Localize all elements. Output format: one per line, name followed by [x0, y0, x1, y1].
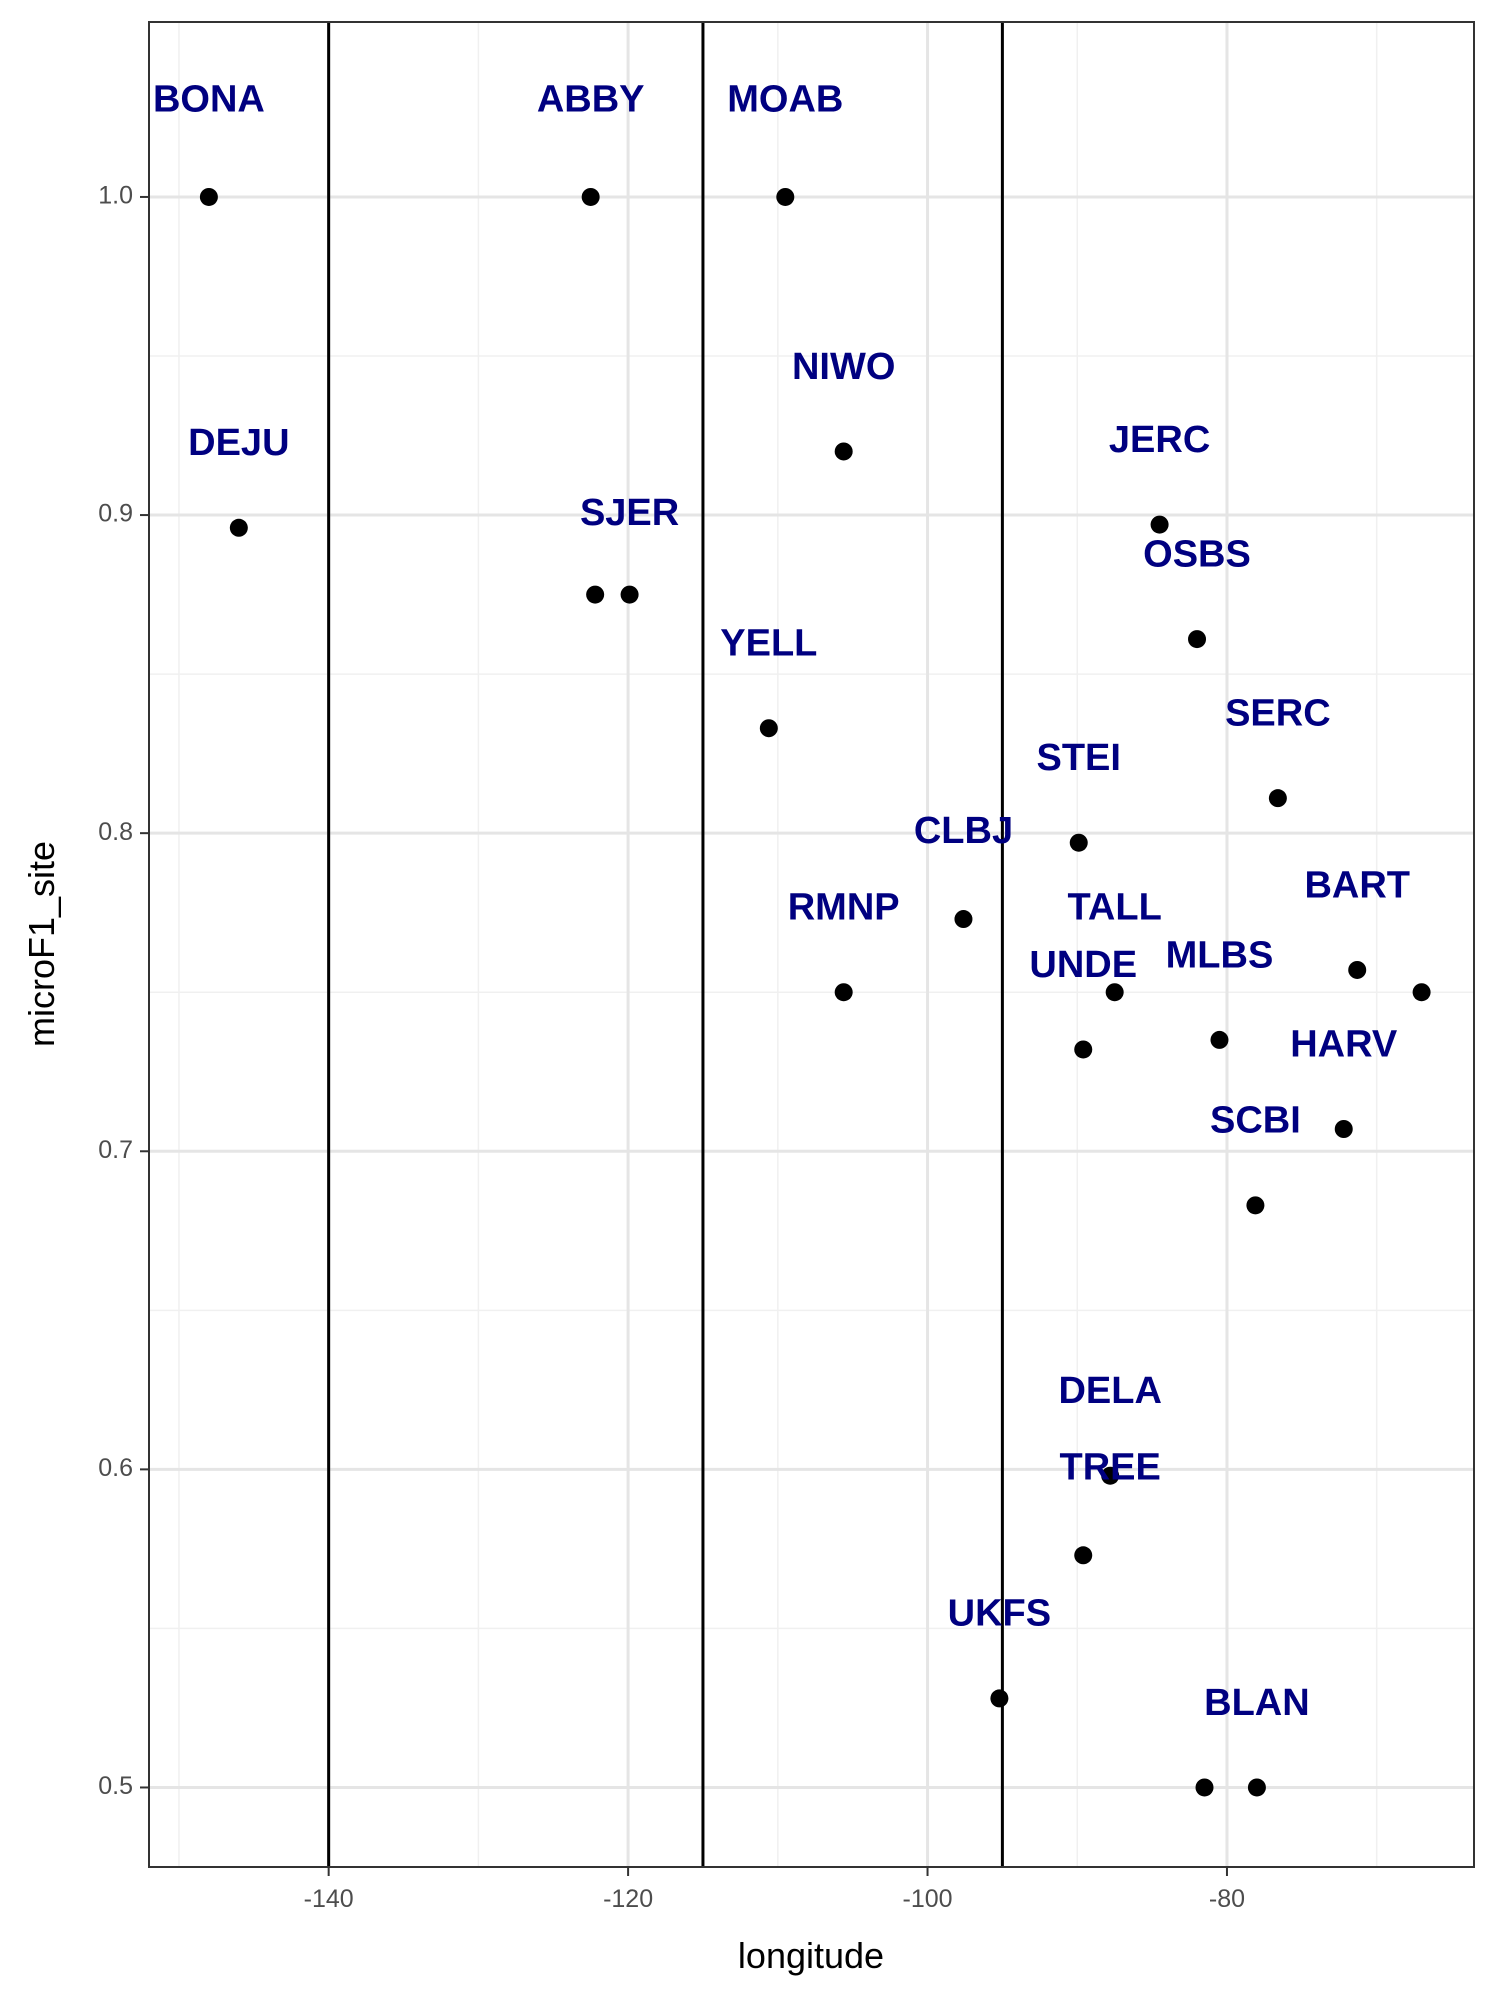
data-point: [1101, 1466, 1120, 1485]
y-tick-label: 0.9: [98, 500, 133, 528]
point-label: YELL: [720, 623, 817, 665]
point-label: UNDE: [1029, 944, 1137, 986]
x-axis-title: longitude: [738, 1935, 884, 1976]
minor-gridlines: [149, 22, 1474, 1867]
reference-lines: [327, 22, 1004, 1867]
data-point: [834, 983, 853, 1002]
data-point: [1074, 1546, 1093, 1565]
y-tick-label: 1.0: [98, 182, 133, 210]
data-point: [1074, 1040, 1093, 1059]
point-label: TREE: [1060, 1446, 1161, 1488]
data-point: [1105, 983, 1124, 1002]
x-tick-label: -120: [603, 1885, 653, 1913]
plot-panel: BONA DEJU ABBY SJER MOAB NIWO YELL RMNP CLBJ STEI…: [148, 21, 1475, 1868]
x-tick-label: -80: [1209, 1885, 1245, 1913]
data-point: [1247, 1778, 1266, 1797]
data-point: [954, 910, 973, 929]
point-label: SCBI: [1210, 1100, 1301, 1142]
data-point: [586, 585, 605, 604]
point-labels: BONA DEJU ABBY SJER MOAB NIWO YELL RMNP CLBJ STEI…: [153, 79, 1410, 1724]
y-tick-label: 0.8: [98, 818, 133, 846]
data-point: [1334, 1120, 1353, 1138]
y-axis-title: microF1_site: [21, 841, 62, 1047]
data-point: [199, 187, 218, 206]
point-label: ABBY: [537, 79, 645, 121]
data-point: [1210, 1030, 1229, 1049]
point-label: DEJU: [188, 422, 289, 464]
point-label: BLAN: [1204, 1682, 1310, 1724]
data-point: [990, 1689, 1009, 1708]
data-point: [759, 719, 778, 738]
x-tick-label: -100: [903, 1885, 953, 1913]
y-tick-label: 0.6: [98, 1454, 133, 1482]
data-point: [229, 518, 248, 537]
data-point: [1069, 833, 1088, 852]
point-label: NIWO: [792, 346, 895, 388]
point-label: JERC: [1109, 419, 1210, 461]
point-label: UKFS: [948, 1593, 1051, 1635]
data-point: [1412, 983, 1431, 1002]
point-label: CLBJ: [914, 810, 1013, 852]
data-point: [1150, 515, 1169, 534]
data-point: [776, 187, 795, 206]
y-tick-label: 0.5: [98, 1772, 133, 1800]
y-tick-label: 0.7: [98, 1136, 133, 1164]
panel-background: [149, 22, 1474, 1867]
data-point: [620, 585, 639, 604]
data-point: [1268, 789, 1287, 808]
point-label: MOAB: [727, 79, 843, 121]
panel-border: [148, 21, 1475, 1868]
data-point: [1348, 960, 1367, 979]
point-label: MLBS: [1166, 934, 1274, 976]
data-point: [1246, 1196, 1265, 1215]
data-point: [1195, 1778, 1214, 1797]
x-axis: -140 -120 -100 -80: [304, 1867, 1245, 1913]
point-label: STEI: [1037, 737, 1121, 779]
point-label: OSBS: [1143, 533, 1251, 575]
point-label: BART: [1304, 864, 1410, 906]
data-point: [834, 442, 853, 461]
point-label: BONA: [153, 79, 265, 121]
data-point: [581, 187, 600, 206]
y-axis: 0.5 0.6 0.7 0.8 0.9 1.0: [98, 182, 149, 1800]
point-label: TALL: [1068, 887, 1162, 929]
point-label: SJER: [580, 492, 679, 534]
data-points: [199, 187, 1431, 1797]
point-label: SERC: [1225, 692, 1331, 734]
point-label: HARV: [1290, 1023, 1398, 1065]
data-point: [1188, 630, 1207, 649]
point-label: DELA: [1058, 1370, 1161, 1412]
x-tick-label: -140: [304, 1885, 354, 1913]
point-label: RMNP: [788, 887, 900, 929]
